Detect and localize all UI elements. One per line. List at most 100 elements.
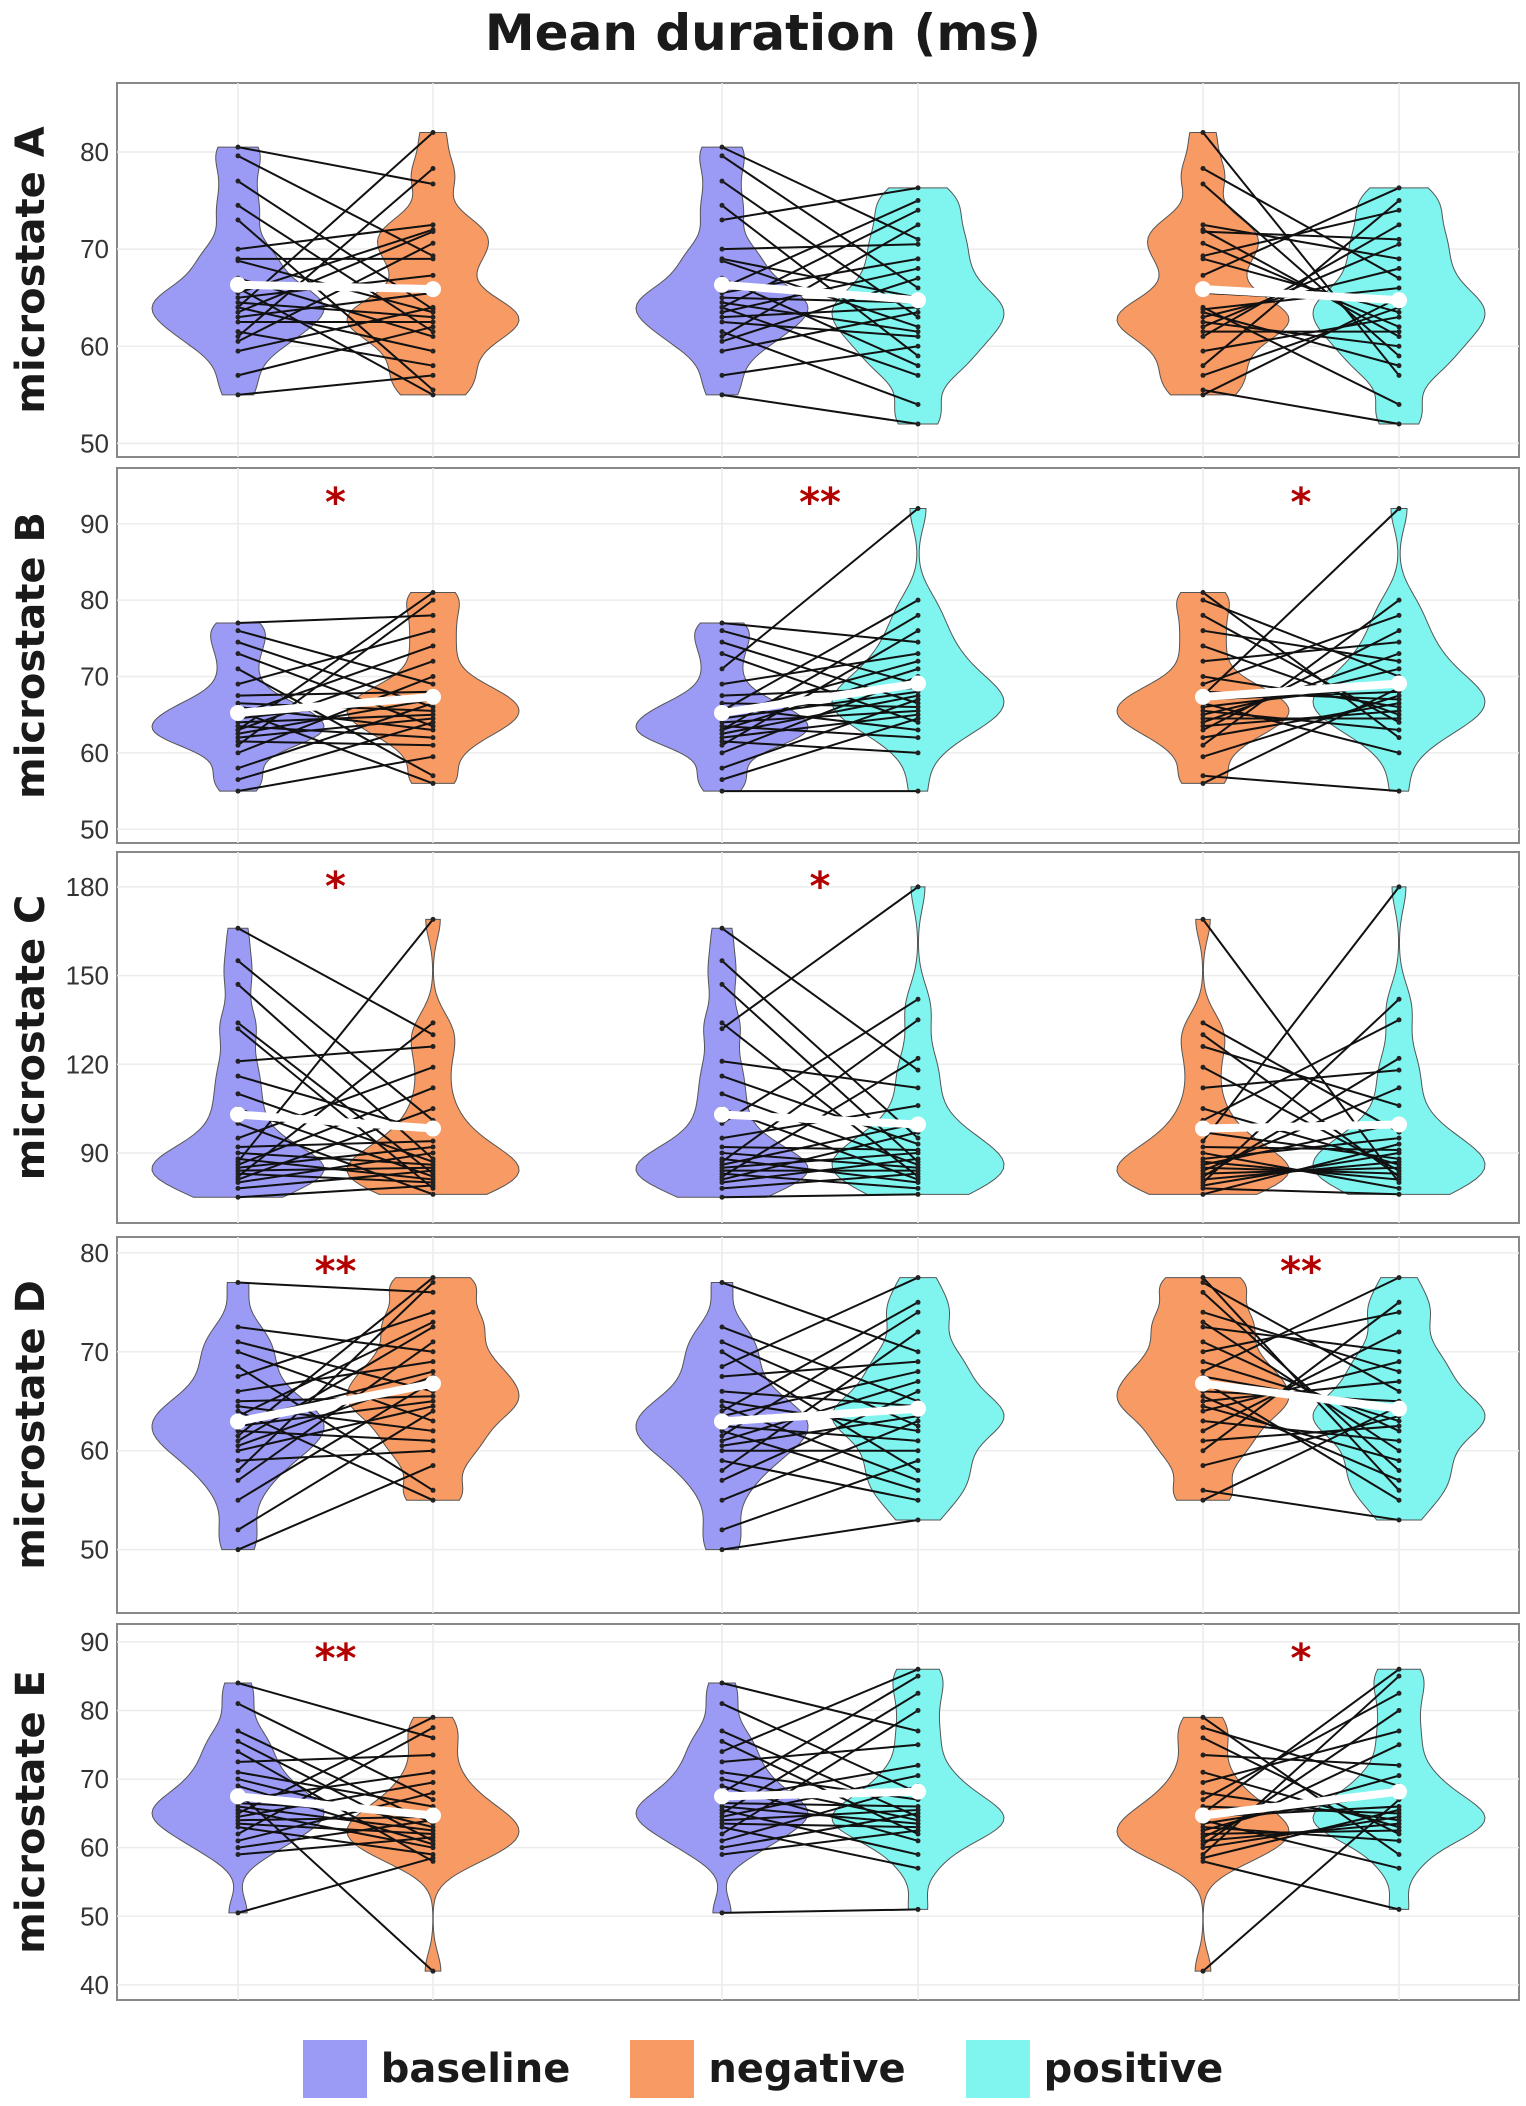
subject-line — [237, 1350, 434, 1422]
y-tick-label: 80 — [80, 137, 109, 167]
data-point — [430, 1735, 436, 1741]
subject-line — [1202, 242, 1400, 328]
data-point — [430, 1725, 436, 1731]
subject-line — [721, 1682, 919, 1733]
data-point — [915, 1135, 921, 1141]
data-point — [1200, 1150, 1206, 1156]
data-point — [719, 1408, 725, 1414]
data-point — [719, 693, 725, 699]
data-point — [430, 1106, 436, 1112]
data-point — [430, 1438, 436, 1444]
subject-line — [721, 629, 919, 686]
data-point — [1396, 1162, 1402, 1168]
subject-line — [721, 1519, 919, 1551]
data-point — [1200, 1403, 1206, 1409]
violin-negative — [1116, 918, 1290, 1195]
data-point — [1396, 1141, 1402, 1147]
legend-item-baseline: baseline — [302, 2040, 571, 2098]
data-point — [719, 372, 725, 378]
significance-marker: * — [325, 864, 346, 910]
data-point — [1200, 1324, 1206, 1330]
subject-line — [237, 1321, 434, 1417]
data-point — [430, 309, 436, 315]
data-point — [235, 765, 241, 771]
data-point — [719, 742, 725, 748]
data-point — [915, 696, 921, 702]
data-point — [1396, 1690, 1402, 1696]
data-point — [915, 1299, 921, 1305]
data-point — [430, 1150, 436, 1156]
subject-line — [721, 1370, 919, 1418]
subject-line — [1202, 1045, 1400, 1107]
data-point — [235, 1759, 241, 1765]
subject-line — [721, 629, 919, 747]
data-point — [1200, 1085, 1206, 1091]
data-point — [235, 1185, 241, 1191]
data-point — [915, 256, 921, 262]
data-point — [235, 1817, 241, 1823]
data-point — [1396, 241, 1402, 247]
data-point — [1200, 1714, 1206, 1720]
data-point — [1200, 181, 1206, 187]
data-point — [235, 1547, 241, 1553]
subject-line — [237, 717, 434, 739]
data-point — [1396, 1275, 1402, 1281]
subject-line — [721, 1146, 919, 1151]
data-point — [1200, 754, 1206, 760]
subject-line — [721, 146, 919, 241]
data-point — [235, 1728, 241, 1734]
data-point — [1200, 1064, 1206, 1070]
subject-line — [237, 629, 434, 686]
data-point — [1200, 719, 1206, 725]
subject-line — [1202, 223, 1400, 260]
mean-point-baseline — [230, 1413, 246, 1430]
data-point — [235, 144, 241, 150]
data-point — [235, 304, 241, 310]
data-point — [915, 1369, 921, 1375]
data-point — [1396, 1728, 1402, 1734]
data-point — [1200, 723, 1206, 729]
panel-microstate-d: 50 60 70 80 microstate D ** ** — [8, 1236, 1520, 1614]
data-point — [430, 1428, 436, 1434]
data-point — [430, 1309, 436, 1315]
data-point — [235, 727, 241, 733]
data-point — [430, 1280, 436, 1286]
data-point — [1200, 319, 1206, 325]
data-point — [1396, 402, 1402, 408]
data-point — [235, 925, 241, 931]
mean-point-negative — [425, 1807, 441, 1824]
data-point — [915, 1418, 921, 1424]
data-point — [1200, 1398, 1206, 1404]
data-point — [719, 217, 725, 223]
subject-line — [1202, 1340, 1400, 1432]
data-point — [719, 1180, 725, 1186]
data-point — [915, 1329, 921, 1335]
data-point — [915, 402, 921, 408]
mean-point-positive — [1391, 1783, 1407, 1800]
subject-line — [1202, 1736, 1400, 1835]
data-point — [1396, 735, 1402, 741]
data-point — [719, 750, 725, 756]
data-point — [719, 1776, 725, 1782]
data-point — [1396, 1821, 1402, 1827]
data-point — [915, 1055, 921, 1061]
data-point — [430, 1845, 436, 1851]
data-point — [1396, 1477, 1402, 1483]
data-point — [430, 1339, 436, 1345]
data-point — [719, 1026, 725, 1032]
data-point — [719, 1433, 725, 1439]
data-point — [915, 285, 921, 291]
data-point — [235, 735, 241, 741]
subject-line — [237, 1146, 434, 1169]
data-point — [430, 1324, 436, 1330]
subject-line — [237, 1410, 434, 1531]
legend-label: baseline — [380, 2046, 571, 2092]
subject-line — [721, 1778, 919, 1822]
data-point — [1200, 240, 1206, 246]
subject-line — [721, 1131, 919, 1181]
y-tick-label: 70 — [80, 662, 109, 692]
data-point — [719, 1443, 725, 1449]
data-point — [1396, 1135, 1402, 1141]
data-point — [1396, 1423, 1402, 1429]
data-point — [915, 1185, 921, 1191]
